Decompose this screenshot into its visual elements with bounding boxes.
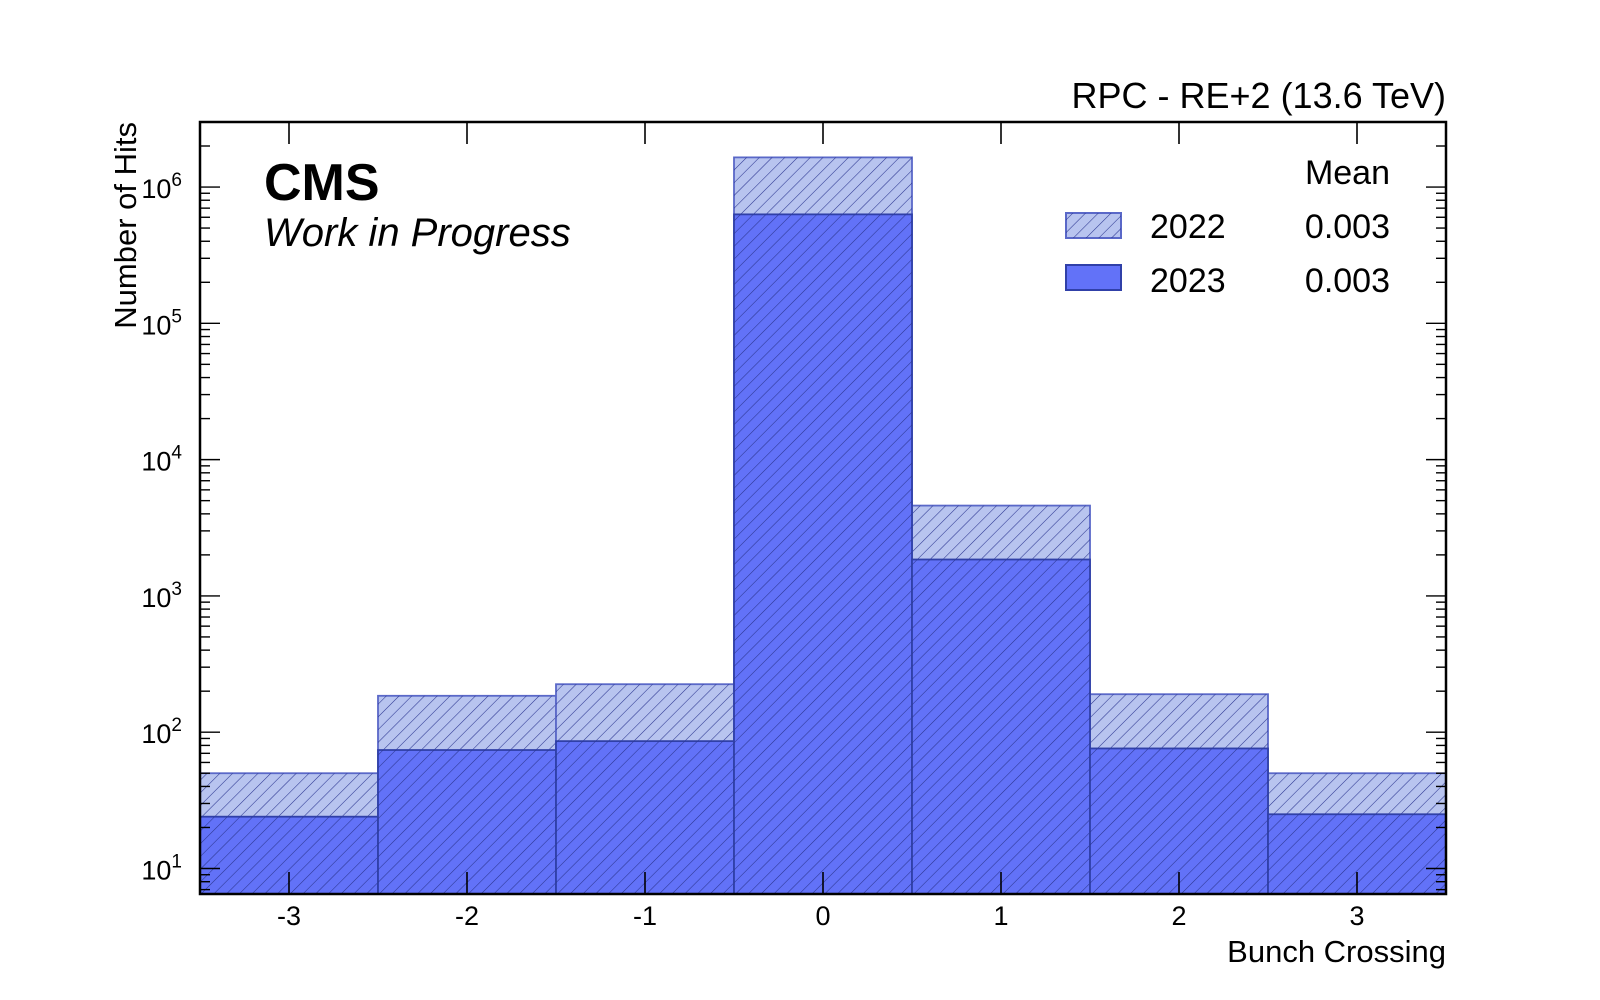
bar-hatch-2023-bx-1 (556, 741, 734, 894)
y-tick-label: 104 (141, 443, 182, 477)
bar-hatch-2023-bx1 (912, 559, 1090, 894)
bar-hatch-2023-bx2 (1090, 748, 1268, 894)
run-label: RPC - RE+2 (13.6 TeV) (1072, 75, 1446, 116)
legend-mean-2023: 0.003 (1305, 262, 1390, 300)
series-2023-bars (200, 213, 1446, 894)
legend-label-2023: 2023 (1150, 262, 1226, 300)
bar-hatch-2023-bx0 (734, 214, 912, 894)
y-tick-label: 106 (141, 170, 182, 204)
y-tick-label: 101 (141, 852, 182, 886)
x-tick-label: -1 (633, 901, 657, 931)
axis-ticks (200, 121, 1446, 894)
y-tick-label: 103 (141, 579, 182, 613)
y-tick-labels: 101 102 103 104 105 106 (141, 170, 182, 885)
legend-swatch-2023 (1065, 264, 1122, 291)
legend-label-2022: 2022 (1150, 208, 1226, 246)
legend-mean-2022: 0.003 (1305, 208, 1390, 246)
legend-header: Mean (1305, 154, 1390, 192)
x-tick-label: 3 (1349, 901, 1364, 931)
x-tick-label: -2 (455, 901, 479, 931)
status-label: Work in Progress (264, 211, 571, 255)
y-tick-label: 105 (141, 306, 182, 340)
x-tick-label: 0 (815, 901, 830, 931)
y-tick-label: 102 (141, 715, 182, 749)
legend: Mean 2022 0.003 2023 0.003 (1065, 154, 1390, 300)
bar-hatch-2023-bx-2 (378, 750, 556, 894)
y-axis-label: Number of Hits (108, 122, 143, 329)
x-tick-label: 1 (993, 901, 1008, 931)
legend-swatch-2022-hatch (1066, 213, 1121, 238)
x-axis-label: Bunch Crossing (1227, 934, 1446, 969)
x-tick-label: -3 (277, 901, 301, 931)
experiment-label: CMS (264, 154, 380, 212)
x-tick-label: 2 (1171, 901, 1186, 931)
x-tick-labels: -3 -2 -1 0 1 2 3 (277, 901, 1365, 931)
